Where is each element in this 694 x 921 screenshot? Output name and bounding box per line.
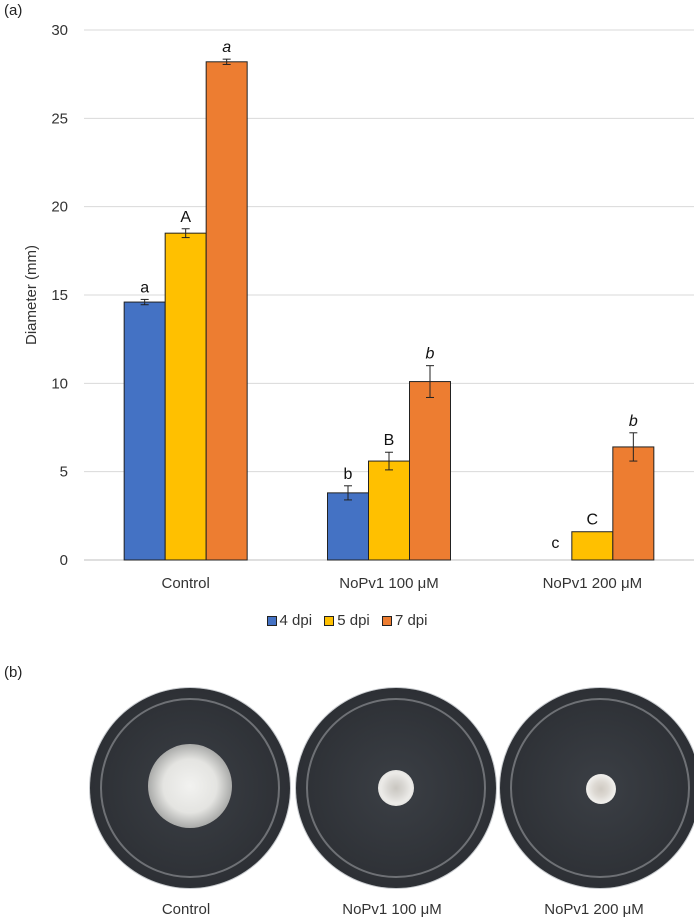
bar-chart: 0 5 10 15 20 25 30 Diameter (mm) Control a Aa NoPv1…: [23, 22, 694, 592]
bar: [571, 531, 614, 561]
legend-entry-5dpi: 5 dpi: [324, 612, 370, 629]
y-tick-label: 30: [51, 22, 68, 39]
legend-label-4dpi: 4 dpi: [279, 612, 313, 629]
plate-label-100uM: NoPv1 100 μM: [342, 901, 442, 918]
bar: [409, 381, 451, 561]
fungal-colony-control: [148, 744, 232, 828]
legend-label-7dpi: 7 dpi: [394, 612, 428, 629]
significance-label: A: [180, 209, 191, 226]
bar: [327, 492, 369, 561]
plate-label-control: Control: [161, 901, 211, 918]
significance-label: b: [426, 346, 435, 363]
legend-swatch-5dpi: [324, 615, 335, 626]
y-tick-label: 25: [51, 110, 68, 127]
significance-label: C: [587, 512, 599, 529]
y-tick-label: 0: [60, 552, 68, 569]
fungal-colony-100uM: [378, 770, 414, 806]
y-axis-label: Diameter (mm): [23, 245, 40, 345]
x-tick-label: NoPv1 100 μM: [339, 575, 439, 592]
x-tick-label: Control: [161, 575, 209, 592]
significance-label: B: [384, 432, 395, 449]
bar: [123, 301, 166, 561]
significance-label: b: [629, 413, 638, 430]
y-tick-label: 5: [60, 464, 68, 481]
plate-label-200uM: NoPv1 200 μM: [544, 901, 644, 918]
bar: [205, 61, 248, 561]
significance-label: c: [551, 535, 559, 552]
legend-entry-4dpi: 4 dpi: [266, 612, 313, 629]
petri-dish-rim: [306, 698, 486, 878]
x-tick-label: NoPv1 200 μM: [543, 575, 643, 592]
significance-label: a: [222, 39, 231, 56]
y-tick-label: 10: [51, 375, 68, 392]
bar: [164, 232, 207, 561]
panel-a-label: (a): [4, 2, 23, 19]
legend-swatch-4dpi: [266, 615, 277, 626]
legend-entry-7dpi: 7 dpi: [381, 612, 428, 629]
significance-label: b: [344, 466, 353, 483]
petri-dish-rim: [510, 698, 690, 878]
y-tick-label: 15: [51, 287, 68, 304]
petri-dish-rim: [100, 698, 280, 878]
petri-dish-control: [90, 688, 290, 888]
chart-legend: 4 dpi 5 dpi 7 dpi: [0, 612, 694, 630]
petri-dish-200uM: [500, 688, 694, 888]
panel-b-label: (b): [4, 664, 23, 681]
fungal-colony-200uM: [586, 774, 616, 804]
bar: [612, 446, 655, 561]
significance-label: a: [140, 279, 149, 296]
legend-swatch-7dpi: [381, 615, 392, 626]
legend-label-5dpi: 5 dpi: [337, 612, 370, 629]
petri-dish-100uM: [296, 688, 496, 888]
bar: [368, 460, 410, 561]
y-tick-label: 20: [51, 199, 68, 216]
